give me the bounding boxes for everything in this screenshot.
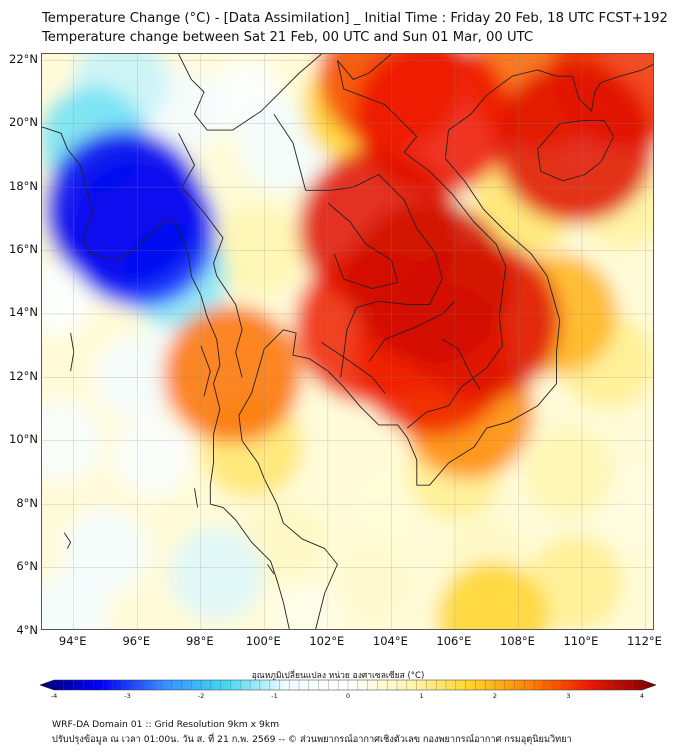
lon-tick-label: 100°E [245, 634, 281, 648]
field-sample [436, 561, 550, 629]
coastline-path [178, 133, 243, 378]
map-title: Temperature Change (°C) - [Data Assimila… [42, 11, 668, 26]
lon-tick-label: 106°E [436, 634, 472, 648]
coastline-path [537, 120, 615, 182]
colorbar-tick-label: 4 [639, 692, 645, 700]
colorbar-tick-label: 2 [492, 692, 498, 700]
coastline-path [441, 338, 481, 391]
coastlines [42, 54, 653, 629]
lat-tick-label: 12°N [9, 368, 38, 383]
field-sample [524, 427, 615, 518]
lon-tick-label: 110°E [563, 634, 599, 648]
colorbar-label: อุณหภูมิเปลี่ยนแปลง หน่วย องศาเซลเซียส (… [251, 671, 425, 681]
lat-tick-label: 16°N [9, 242, 38, 257]
coastline-path [194, 488, 199, 508]
field-sample [212, 205, 304, 296]
field-sample [163, 305, 302, 444]
colorbar-tick-label: -4 [50, 692, 58, 700]
lat-tick-label: 18°N [9, 178, 38, 193]
field-sample [495, 62, 653, 223]
coastline-path [63, 532, 72, 549]
coastline-path [42, 126, 290, 629]
coastline-path [524, 64, 653, 112]
coastline-path [178, 54, 322, 131]
coastline-path [336, 60, 507, 429]
lat-tick-label: 22°N [9, 51, 38, 66]
coastline-path [70, 332, 75, 372]
coastline-path [337, 54, 392, 80]
field-sample [42, 399, 103, 482]
field-sample [170, 527, 264, 621]
coastline-path [267, 564, 275, 575]
colorbar-tick-label: 0 [345, 692, 351, 700]
lat-tick-label: 10°N [9, 432, 38, 447]
colorbar-tick-label: -3 [124, 692, 131, 700]
field-sample [44, 129, 205, 290]
colorbar-tick-label: 3 [566, 692, 571, 700]
lat-lon-grid [42, 54, 653, 629]
coastline-path [321, 342, 386, 394]
lon-tick-label: 94°E [58, 634, 87, 648]
temperature-field [42, 54, 653, 629]
lon-tick-label: 112°E [626, 634, 662, 648]
field-sample [334, 542, 417, 625]
coastline-path [200, 345, 211, 397]
model-info: WRF-DA Domain 01 :: Grid Resolution 9km … [52, 719, 280, 730]
lat-tick-label: 6°N [16, 559, 38, 574]
field-sample [61, 507, 150, 596]
colorbar-tick-label: 1 [419, 692, 424, 700]
field-sample [347, 200, 512, 364]
field-sample [42, 261, 95, 335]
coastline-path [327, 202, 399, 290]
colorbar-tick-label: -2 [197, 692, 205, 700]
lat-tick-label: 14°N [9, 305, 38, 320]
lon-tick-label: 98°E [185, 634, 214, 648]
lat-tick-label: 4°N [16, 622, 38, 637]
field-sample [527, 535, 624, 629]
lat-tick-label: 8°N [16, 495, 38, 510]
coastline-path [273, 113, 443, 378]
colorbar [40, 679, 656, 691]
lon-tick-label: 96°E [122, 634, 151, 648]
temperature-map [42, 54, 653, 629]
field-sample [240, 499, 326, 585]
field-sample [268, 578, 343, 629]
lat-tick-label: 20°N [9, 115, 38, 130]
map-panel [41, 53, 654, 630]
lon-tick-label: 102°E [309, 634, 345, 648]
lon-tick-label: 104°E [372, 634, 408, 648]
colorbar-tick-label: -1 [271, 692, 278, 700]
coastline-path [238, 72, 561, 629]
field-sample [113, 417, 193, 497]
coastline-path [368, 300, 456, 362]
lon-tick-label: 108°E [499, 634, 535, 648]
map-subtitle: Temperature change between Sat 21 Feb, 0… [42, 30, 534, 45]
update-credit: ปรับปรุงข้อมูล ณ เวลา 01:00น. วัน ส. ที่… [52, 734, 572, 745]
